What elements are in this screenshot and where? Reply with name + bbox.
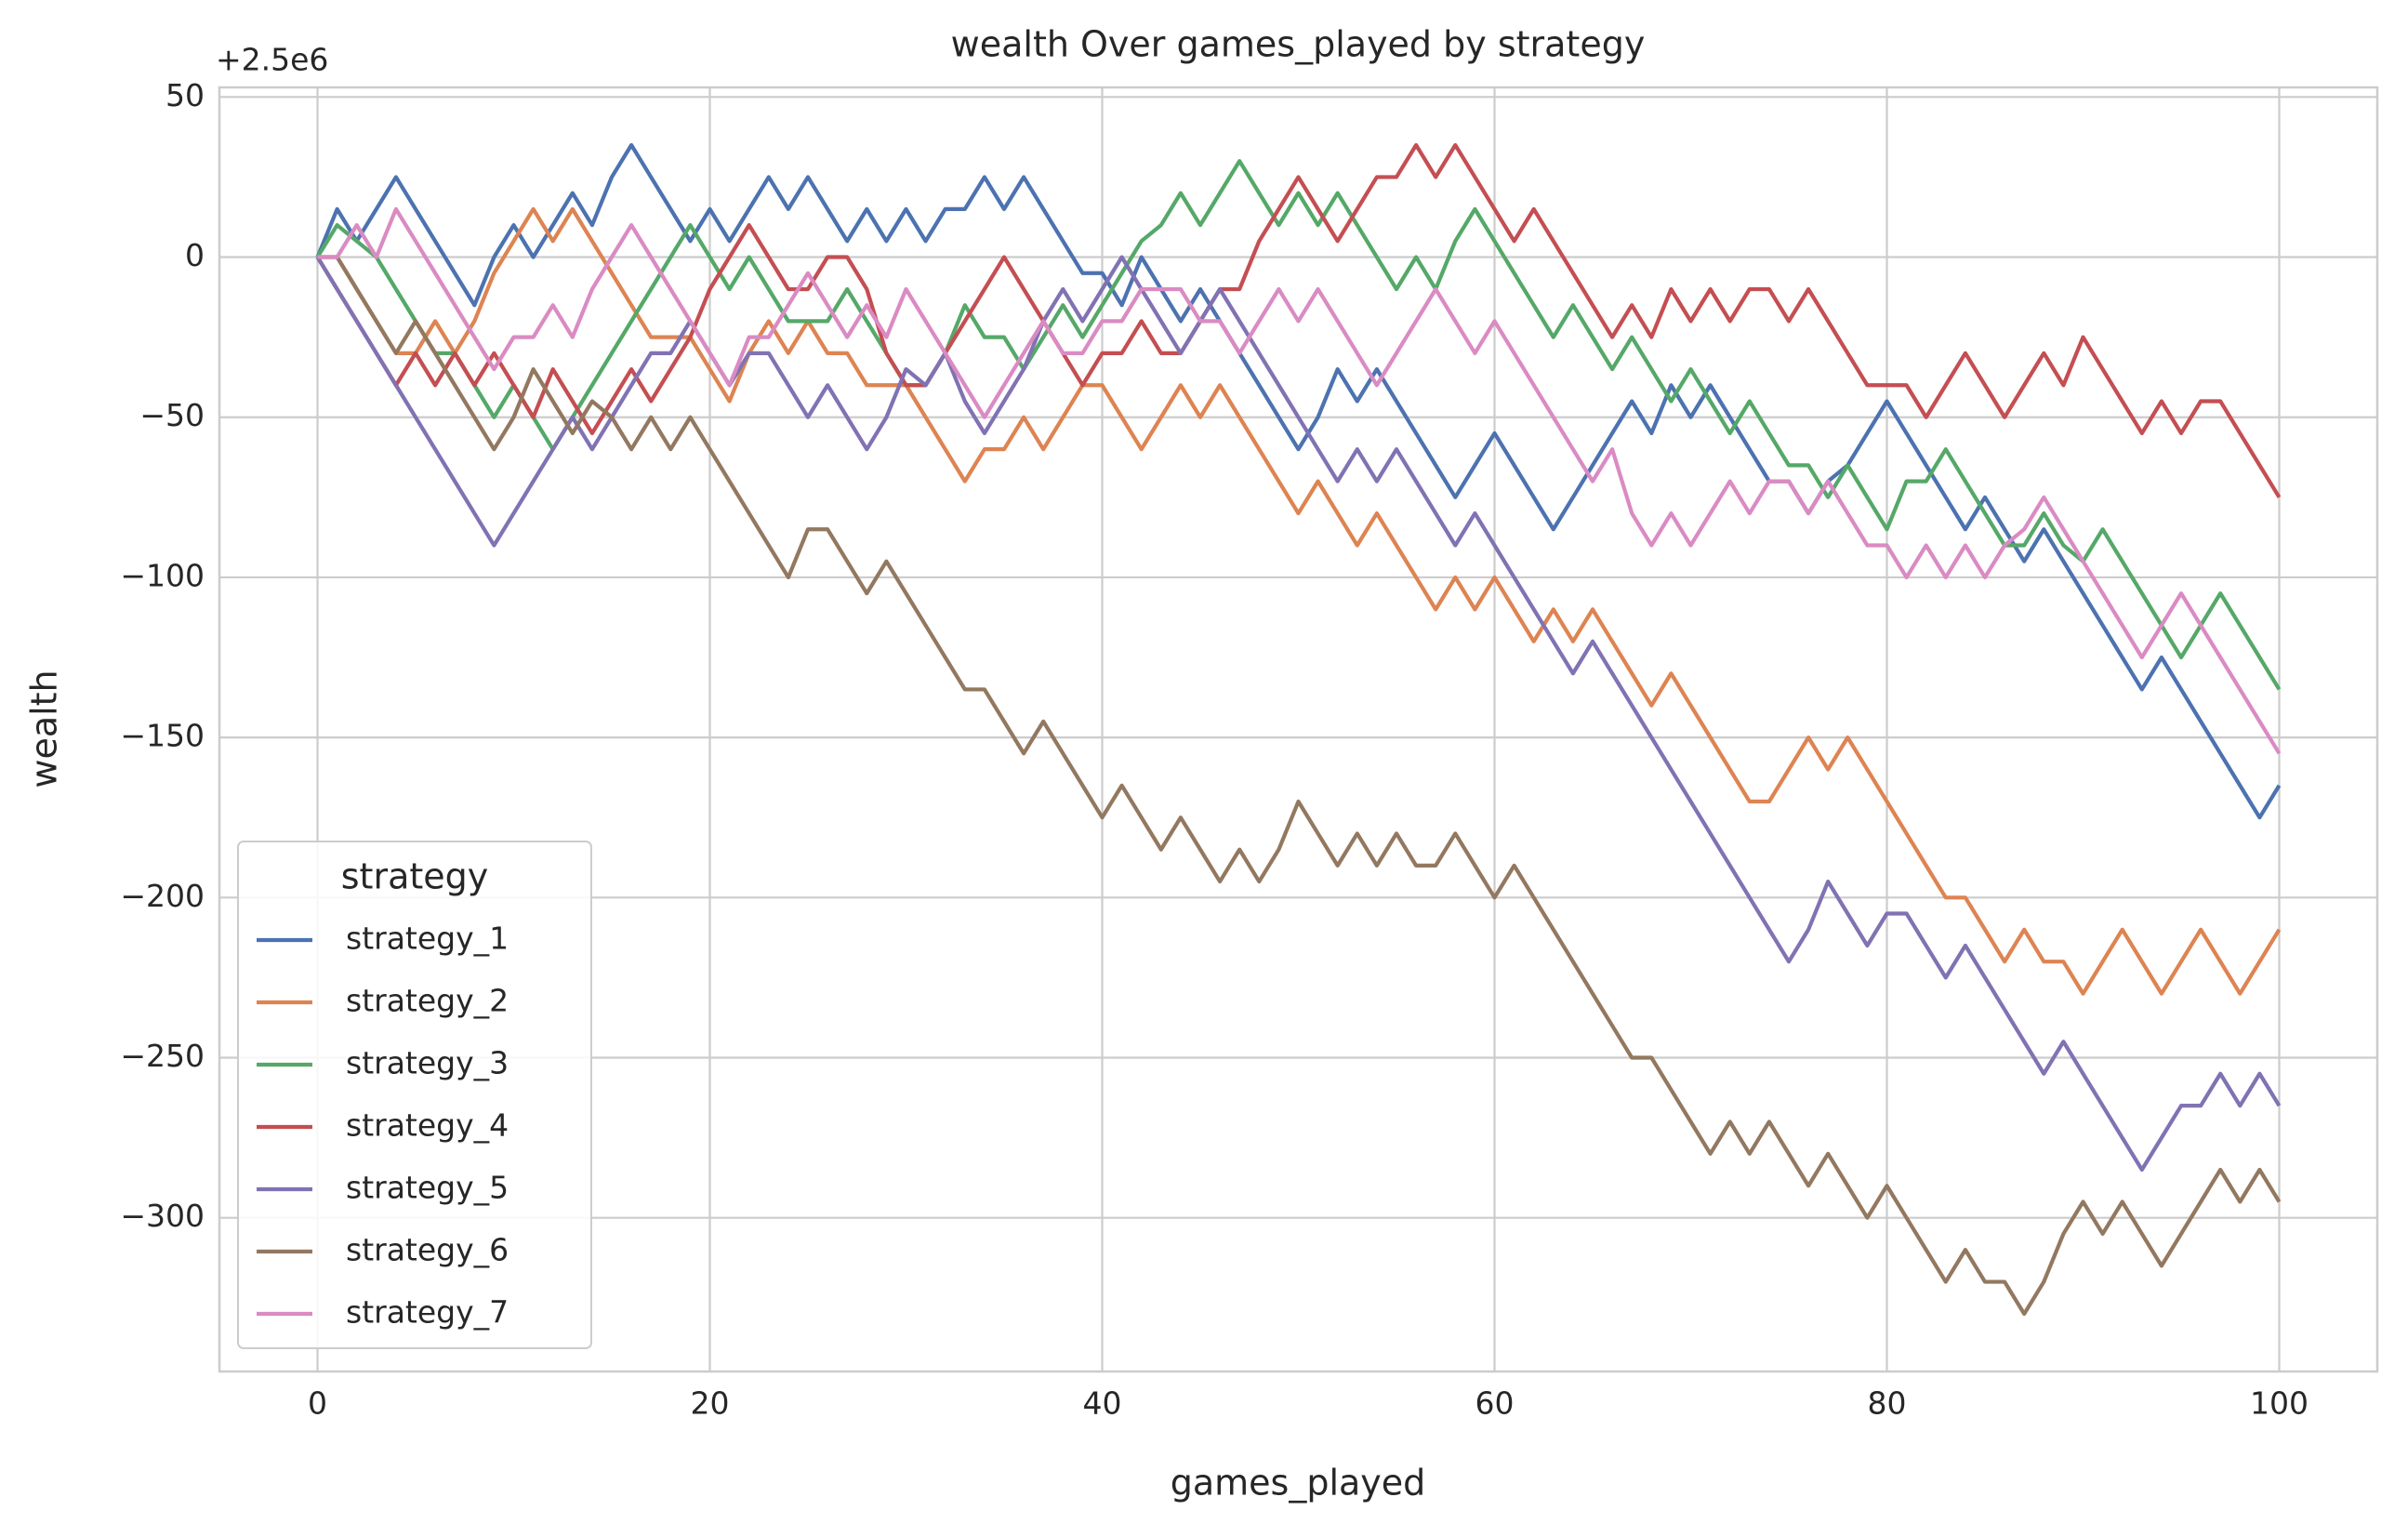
y-tick-label: −250 <box>120 1038 205 1074</box>
series-line <box>317 206 2282 755</box>
y-tick-label: −50 <box>139 397 205 433</box>
legend-label: strategy_3 <box>346 1045 509 1081</box>
series-line <box>315 142 2282 820</box>
plot-area <box>315 142 2282 1317</box>
x-tick-label: 40 <box>1083 1385 1122 1422</box>
legend-label: strategy_6 <box>346 1232 509 1268</box>
x-tick-label: 0 <box>308 1385 327 1422</box>
x-tick-label: 100 <box>2250 1385 2309 1422</box>
legend-label: strategy_2 <box>346 983 509 1019</box>
series-line <box>315 159 2282 691</box>
y-tick-label: −150 <box>120 718 205 754</box>
y-tick-label: 0 <box>185 237 205 273</box>
legend: strategy strategy_1 strategy_2 strategy_3s… <box>237 841 592 1349</box>
y-offset-label: +2.5e6 <box>216 42 328 78</box>
y-tick-label: −100 <box>120 557 205 593</box>
series-line <box>317 255 2282 1317</box>
series-line <box>317 206 2282 996</box>
legend-label: strategy_5 <box>346 1170 509 1206</box>
series-line <box>315 142 2282 498</box>
y-tick-label: −300 <box>120 1198 205 1234</box>
legend-frame <box>237 841 592 1349</box>
y-tick-label: −200 <box>120 878 205 914</box>
y-tick-label: 50 <box>165 77 205 113</box>
x-axis-label: games_played <box>1171 1463 1426 1504</box>
y-axis-label: wealth <box>24 669 65 788</box>
series-line <box>315 255 2282 1173</box>
legend-title: strategy <box>341 856 489 897</box>
axes-frame <box>218 86 2379 1373</box>
x-tick-label: 20 <box>691 1385 730 1422</box>
x-tick-label: 60 <box>1475 1385 1515 1422</box>
legend-label: strategy_1 <box>346 921 509 957</box>
legend-label: strategy_4 <box>346 1107 509 1144</box>
x-tick-label: 80 <box>1868 1385 1907 1422</box>
legend-label: strategy_7 <box>346 1294 509 1331</box>
chart-title: wealth Over games_played by strategy <box>951 24 1646 65</box>
